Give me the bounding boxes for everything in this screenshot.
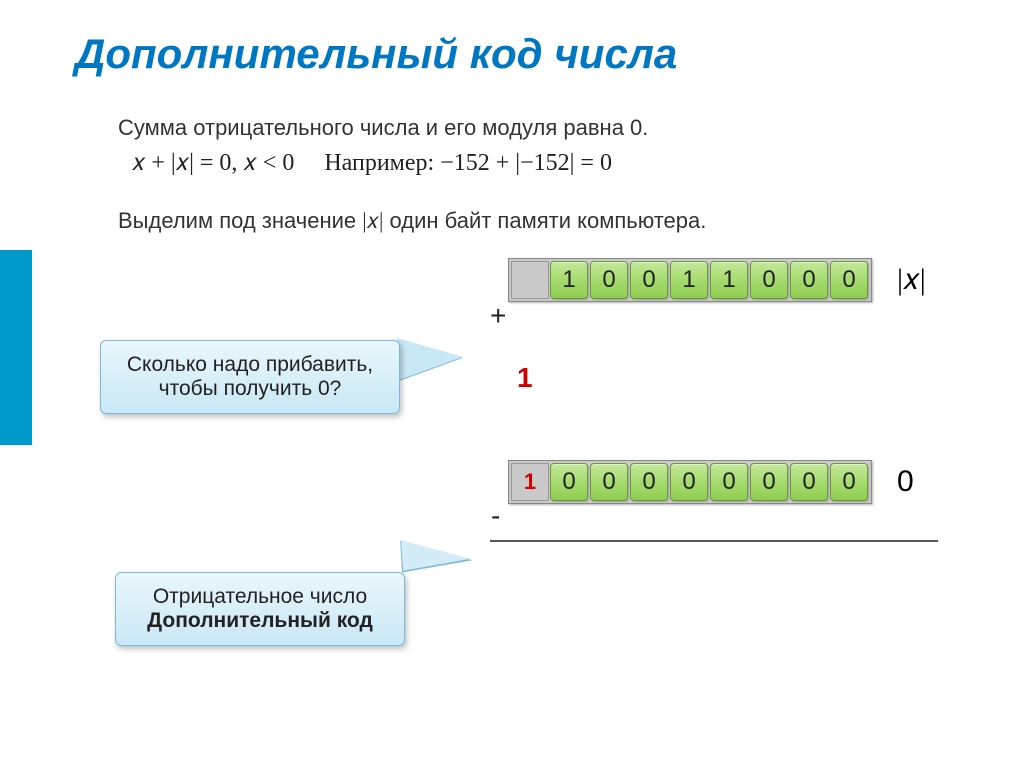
bit-cell: 0 <box>790 261 828 299</box>
minus-sign: - <box>491 500 500 532</box>
callout2-tail <box>393 540 470 587</box>
bit-cell: 1 <box>550 261 588 299</box>
callout2-line1: Отрицательное число <box>134 585 386 609</box>
formula-row: 𝑥 + |𝑥| = 0, 𝑥 < 0 Например: −152 + |−15… <box>132 150 612 177</box>
bit-cell: 0 <box>830 261 868 299</box>
red-one: 1 <box>517 362 533 394</box>
bit-cell: 0 <box>710 463 748 501</box>
callout-answer: Отрицательное число Дополнительный код <box>115 572 405 646</box>
para2-pre: Выделим под значение <box>118 208 362 233</box>
para2-post: один байт памяти компьютера. <box>389 208 706 233</box>
callout1-line1: Сколько надо прибавить, <box>119 353 381 377</box>
accent-bar <box>0 250 32 445</box>
byte-box-2: 1 0 0 0 0 0 0 0 0 <box>508 460 872 504</box>
byte-box-1: 1 0 0 1 1 0 0 0 <box>508 258 872 302</box>
bit-cell: 0 <box>590 261 628 299</box>
divider-line <box>490 540 938 542</box>
intro-text: Сумма отрицательного числа и его модуля … <box>118 115 648 141</box>
bit-cell: 0 <box>550 463 588 501</box>
carry-cell-1 <box>511 261 549 299</box>
bit-cell: 0 <box>830 463 868 501</box>
para2-mid: |𝑥| <box>362 208 383 233</box>
bit-cell: 0 <box>750 463 788 501</box>
bit-cell: 1 <box>710 261 748 299</box>
callout1-line2: чтобы получить 0? <box>119 377 381 401</box>
para2: Выделим под значение |𝑥| один байт памят… <box>118 208 706 234</box>
row-label-1: |𝑥| <box>897 263 926 297</box>
page-title: Дополнительный код числа <box>75 30 677 78</box>
callout2-line2: Дополнительный код <box>134 609 386 633</box>
formula-example: −152 + |−152| = 0 <box>440 150 612 176</box>
byte-row-1: 1 0 0 1 1 0 0 0 |𝑥| <box>508 258 926 302</box>
bit-cell: 0 <box>590 463 628 501</box>
bit-cell: 0 <box>750 261 788 299</box>
byte-row-2: 1 0 0 0 0 0 0 0 0 0 <box>508 460 914 504</box>
carry-cell-2: 1 <box>511 463 549 501</box>
callout-question: Сколько надо прибавить, чтобы получить 0… <box>100 340 400 414</box>
bit-cell: 0 <box>670 463 708 501</box>
bit-cell: 0 <box>630 261 668 299</box>
bit-cell: 0 <box>630 463 668 501</box>
row-label-2: 0 <box>897 465 914 499</box>
bit-cell: 0 <box>790 463 828 501</box>
bit-cell: 1 <box>670 261 708 299</box>
formula-left: 𝑥 + |𝑥| = 0, 𝑥 < 0 <box>132 150 294 176</box>
plus-sign: + <box>490 300 506 332</box>
formula-example-label: Например: <box>324 150 434 176</box>
